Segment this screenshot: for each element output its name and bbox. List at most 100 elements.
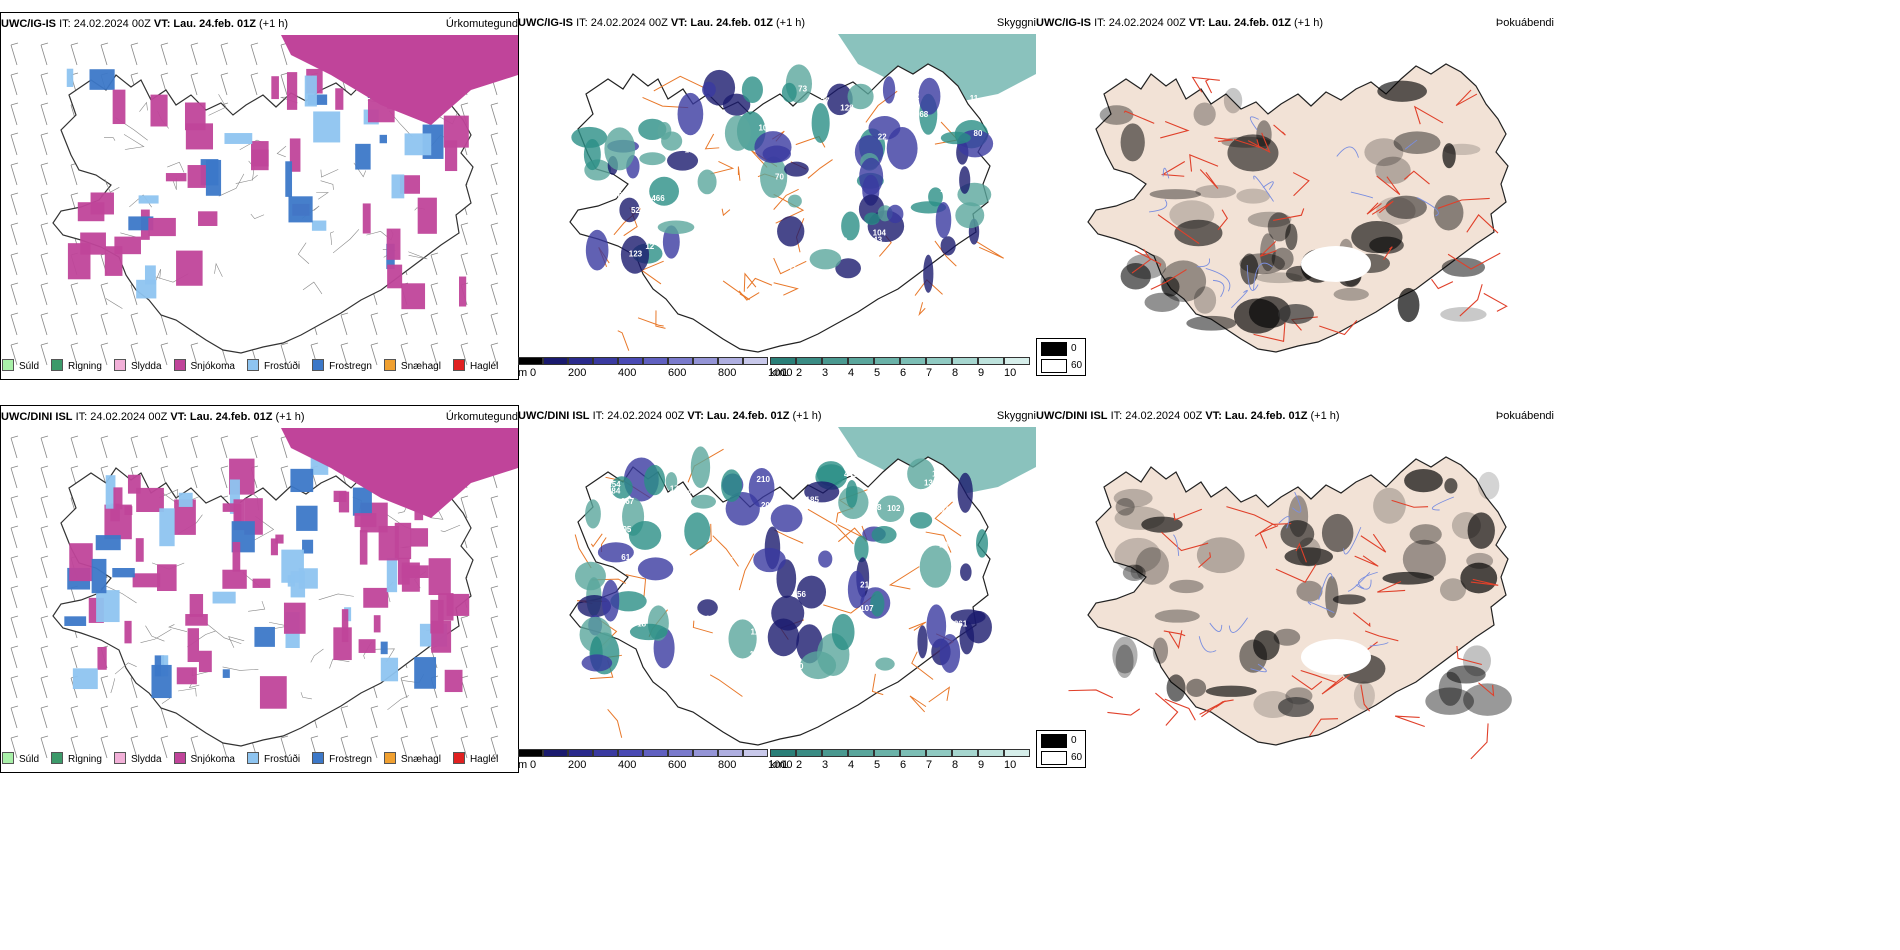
precip-cell <box>459 276 467 307</box>
cloud-base-label: 110 <box>788 264 801 273</box>
valid-time: Lau. 24.feb. 01Z <box>1224 410 1308 422</box>
colorbar-segment <box>848 749 874 757</box>
wind-barb <box>340 735 349 759</box>
init-time: IT: 24.02.2024 00Z <box>576 17 668 29</box>
precip-cell <box>394 522 412 560</box>
wind-barb <box>10 435 19 459</box>
road-line <box>721 208 731 217</box>
precip-cell <box>89 69 115 90</box>
precip-cell <box>286 72 298 110</box>
road-line <box>1319 320 1358 336</box>
precip-cell <box>178 492 193 507</box>
fog-cell <box>1193 286 1217 314</box>
precip-cell <box>399 175 421 194</box>
wind-barb <box>130 705 139 729</box>
colorbar-segment <box>743 357 768 365</box>
cloud-base-label: 79 <box>906 496 915 505</box>
cloud-base-label: 102 <box>887 504 901 513</box>
precip-cell <box>386 228 401 260</box>
cloud-base-label: 78 <box>745 163 754 172</box>
cloud-base-label: 156 <box>932 469 946 478</box>
panel-header: UWC/DINI ISL IT: 24.02.2024 00Z VT: Lau.… <box>1 406 518 428</box>
river-line <box>1355 579 1372 590</box>
wind-barb <box>490 102 499 126</box>
colorbar-tick: 7 <box>926 759 933 771</box>
precip-cell <box>151 664 172 699</box>
visibility-cell <box>886 204 904 224</box>
legend-label: Frostregn <box>329 361 372 372</box>
terrain-line <box>110 678 116 694</box>
init-time: IT: 24.02.2024 00Z <box>59 18 151 30</box>
road-line <box>925 531 952 553</box>
precip-cell <box>288 196 313 223</box>
fog-cell <box>1278 304 1314 324</box>
cloud-base-label: 406 <box>911 488 925 497</box>
colorbar-tick: 200 <box>568 759 587 771</box>
precip-cell <box>185 614 208 626</box>
road-line <box>1321 674 1350 695</box>
wind-barb <box>40 192 49 216</box>
precip-cell <box>373 615 381 633</box>
terrain-line <box>302 281 323 295</box>
fog-cell <box>1195 184 1237 199</box>
valid-time: Lau. 24.feb. 01Z <box>690 17 773 29</box>
river-line <box>1173 534 1180 556</box>
colorbar-tick: 9 <box>978 759 985 771</box>
visibility-cell <box>917 625 928 659</box>
fog-cell <box>1385 195 1427 219</box>
precip-cell <box>386 558 398 593</box>
panel-header: UWC/IG-IS IT: 24.02.2024 00Z VT: Lau. 24… <box>518 12 1036 34</box>
iceland-precip-svg <box>10 35 518 366</box>
cloud-base-label: 490 <box>912 599 926 608</box>
wind-barb <box>130 735 139 759</box>
fog-swatch-black <box>1041 734 1067 748</box>
cloud-base-label: 261 <box>954 619 968 628</box>
terrain-line <box>105 298 123 309</box>
visibility-map-bottom: UWC/DINI ISL IT: 24.02.2024 00Z VT: Lau.… <box>518 405 1036 771</box>
visibility-cell <box>771 595 805 631</box>
colorbar-segment <box>796 357 822 365</box>
road-line <box>1459 284 1483 317</box>
colorbar-tick: 1000 <box>768 759 793 771</box>
precip-cell <box>275 534 284 544</box>
legend-label: Slydda <box>130 754 162 765</box>
fog-cell <box>1375 156 1411 185</box>
visibility-cell <box>571 126 608 148</box>
colorbar-segment <box>568 749 593 757</box>
road-line <box>1431 278 1454 290</box>
precip-cell <box>233 499 245 531</box>
road-line <box>1377 581 1406 593</box>
road-line <box>1157 214 1200 245</box>
terrain-line <box>330 231 334 245</box>
fog-cell <box>1467 512 1495 549</box>
precip-cell <box>417 197 437 234</box>
road-line <box>1403 170 1430 185</box>
terrain-line <box>120 232 136 238</box>
fog-cell <box>1444 478 1458 494</box>
cloud-base-label: 88 <box>808 192 817 201</box>
cloud-base-label: 110 <box>750 627 763 636</box>
precip-cell <box>431 620 452 653</box>
fog-label-0: 0 <box>1071 343 1077 354</box>
road-line <box>738 290 760 301</box>
colorbar-segment <box>822 749 848 757</box>
colorbar-segment <box>770 357 796 365</box>
river-line <box>1369 642 1389 647</box>
precip-cell <box>391 174 405 199</box>
wind-barb <box>40 525 49 549</box>
precip-cell <box>148 217 176 237</box>
road-line <box>689 523 712 556</box>
road-line <box>1134 250 1162 267</box>
terrain-line <box>310 648 324 663</box>
iceland-visibility-svg: 104 112 123 122 11 37 104 22 72 107 96 213 42 342 308 1… <box>569 34 1036 353</box>
map-area <box>1036 34 1554 378</box>
precip-cell <box>335 88 344 110</box>
cloud-base-label: 96 <box>613 191 622 200</box>
wind-barb <box>400 342 409 366</box>
legend-item: Slydda <box>113 359 162 372</box>
fog-cell <box>1149 189 1201 200</box>
fog-cell <box>1451 511 1481 540</box>
panel-title: Skyggni <box>996 410 1036 422</box>
road-line <box>737 166 741 181</box>
precip-cell <box>189 594 204 617</box>
